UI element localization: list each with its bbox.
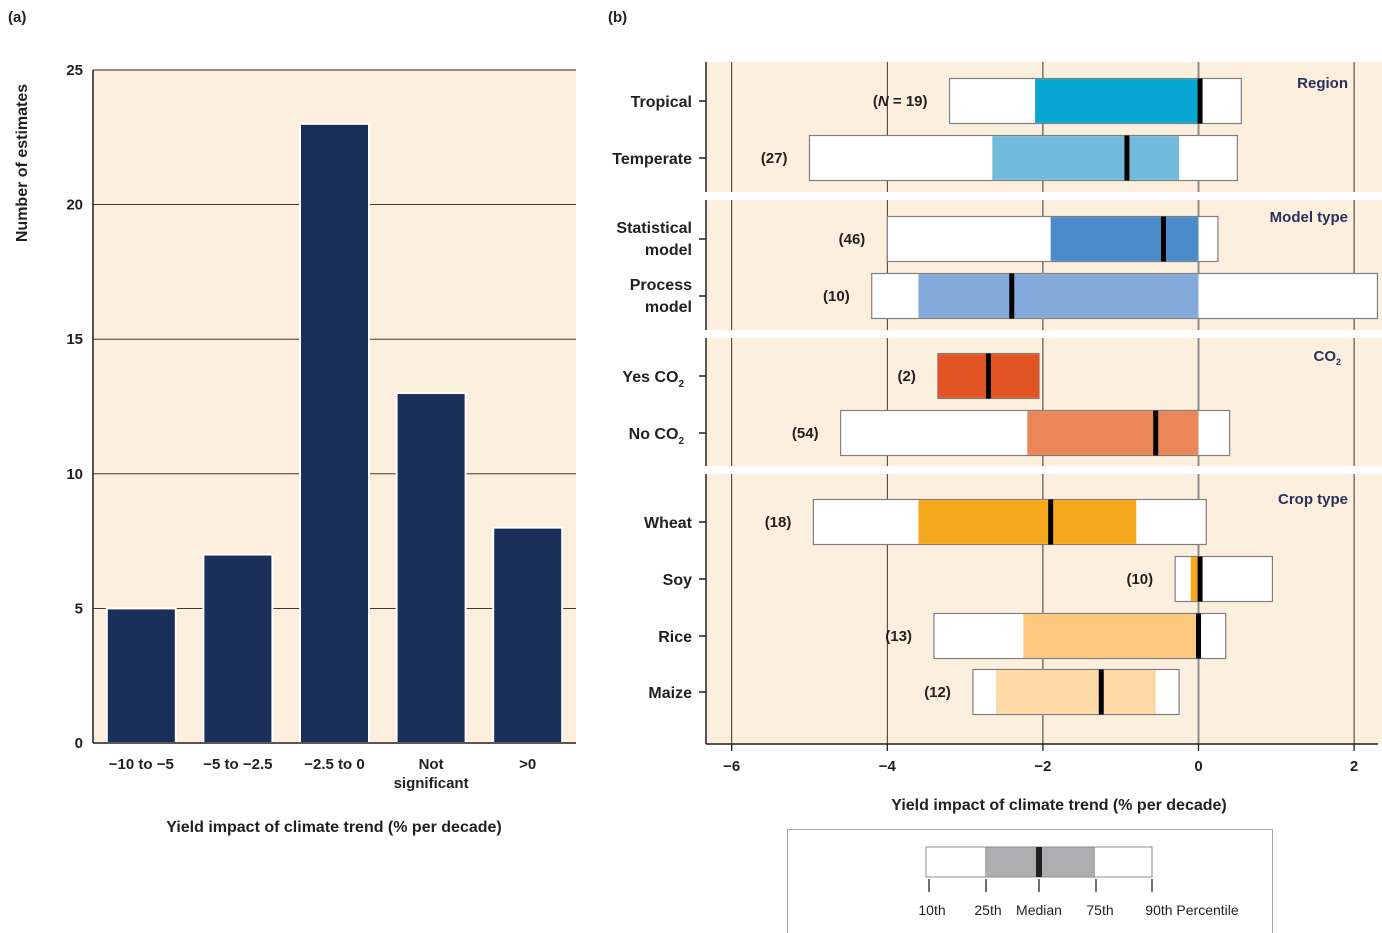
legend-median-marker <box>1036 847 1042 877</box>
sample-size-label: (18) <box>765 514 792 531</box>
legend-label: Median <box>1016 902 1062 918</box>
panel-b-label: (b) <box>608 9 627 26</box>
median-marker <box>1197 556 1203 602</box>
sample-size-label: (10) <box>823 288 850 305</box>
bar <box>299 122 370 744</box>
legend-label: 75th <box>1086 902 1113 918</box>
row-label: Soy <box>663 572 692 589</box>
panel-a-x-axis-label: Yield impact of climate trend (% per dec… <box>166 819 502 836</box>
sample-size-label: (46) <box>839 231 866 248</box>
interquartile-box <box>996 670 1156 714</box>
panel-b-x-axis: −6 −4 −2 0 2 <box>706 743 1378 775</box>
median-marker <box>1197 78 1203 124</box>
median-marker <box>1124 135 1130 181</box>
row-label: Statistical model <box>616 220 692 259</box>
panel-b-boxes: (N = 19) (27) (46) (10) (2) (54) (18) (10) (13) (… <box>761 77 1379 716</box>
sample-size-label: (2) <box>898 368 916 385</box>
legend-label: 25th <box>974 902 1001 918</box>
interquartile-box <box>992 136 1180 180</box>
bar <box>395 392 467 744</box>
panel-a-x-ticks: −10 to −5 −5 to −2.5 −2.5 to 0 Not significa… <box>109 756 536 792</box>
median-marker <box>1160 216 1166 262</box>
interquartile-box <box>918 274 1199 318</box>
interquartile-box <box>1023 614 1199 658</box>
group-title: CO2 <box>1313 348 1341 367</box>
bar <box>202 553 274 744</box>
panel-b-group-titles: Region Model type CO2 Crop type <box>1270 75 1348 508</box>
x-tick-label: −5 to −2.5 <box>203 756 272 773</box>
interquartile-box <box>1027 411 1199 455</box>
row-label: Temperate <box>612 151 692 168</box>
y-tick-label: 10 <box>66 466 83 483</box>
row-label: Yes CO2 <box>622 369 684 390</box>
row-label: Rice <box>658 629 692 646</box>
median-marker <box>985 353 991 399</box>
interquartile-box <box>1035 79 1199 123</box>
row-label: Wheat <box>644 515 693 532</box>
whisker-box-10-90 <box>1174 555 1274 603</box>
x-tick-label: 0 <box>1194 758 1202 775</box>
interquartile-box <box>1190 557 1201 601</box>
panel-b: (b) (N = 19)(27)(46)(10)(2)(54)(18)(10)(… <box>608 9 1382 814</box>
interquartile-box <box>918 500 1137 544</box>
x-tick-label: −10 to −5 <box>109 756 174 773</box>
bar <box>105 607 177 745</box>
bar <box>492 526 564 745</box>
median-marker <box>1098 669 1104 715</box>
x-tick-label: >0 <box>519 756 536 773</box>
sample-size-label: (54) <box>792 425 819 442</box>
interquartile-box <box>1050 217 1199 261</box>
x-tick-label: −4 <box>879 758 897 775</box>
sample-size-label: (12) <box>924 684 951 701</box>
row-label: Process model <box>630 277 692 316</box>
panel-a-y-axis-label: Number of estimates <box>14 84 31 242</box>
sample-size-label: (N = 19) <box>873 93 928 110</box>
row-label: Tropical <box>631 94 692 111</box>
legend-label: 90th Percentile <box>1145 902 1239 918</box>
x-tick-label: Not significant <box>394 756 469 792</box>
median-marker <box>1153 410 1159 456</box>
y-tick-label: 0 <box>75 735 83 752</box>
panel-a-bars <box>105 122 564 745</box>
percentile-legend: 10th 25th Median 75th 90th Percentile <box>787 829 1273 933</box>
sample-size-label: (13) <box>885 628 912 645</box>
x-tick-label: 2 <box>1350 758 1358 775</box>
row-label: Maize <box>648 685 692 702</box>
panel-a-label: (a) <box>8 9 26 26</box>
sample-size-label: (10) <box>1126 571 1153 588</box>
panel-a-axes <box>92 70 576 744</box>
row-label: No CO2 <box>629 426 685 447</box>
median-marker <box>1196 613 1201 659</box>
x-tick-label: −2.5 to 0 <box>304 756 364 773</box>
panel-a-y-ticks: 0 5 10 15 20 25 <box>66 62 83 752</box>
panel-b-x-axis-label: Yield impact of climate trend (% per dec… <box>891 797 1227 814</box>
median-marker <box>1009 273 1015 319</box>
median-marker <box>1048 499 1054 545</box>
group-title: Region <box>1297 75 1348 92</box>
x-tick-label: −6 <box>723 758 740 775</box>
legend-label: 10th <box>918 902 945 918</box>
y-tick-label: 15 <box>66 331 83 348</box>
y-tick-label: 20 <box>66 197 83 214</box>
y-tick-label: 25 <box>66 62 83 79</box>
panel-b-row-labels: Tropical Temperate Statistical model Process… <box>612 94 706 702</box>
panel-a: (a) 0 5 10 15 20 25 −10 to −5 −5 to −2.5 −2.5 t… <box>8 9 576 836</box>
y-tick-label: 5 <box>75 600 83 617</box>
group-title: Model type <box>1270 209 1348 226</box>
group-title: Crop type <box>1278 491 1348 508</box>
x-tick-label: −2 <box>1034 758 1051 775</box>
sample-size-label: (27) <box>761 150 788 167</box>
